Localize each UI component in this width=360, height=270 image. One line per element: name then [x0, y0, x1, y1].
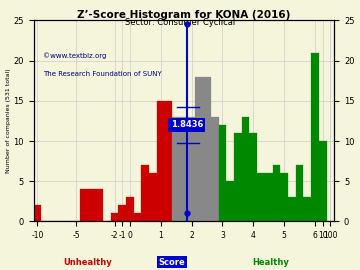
Text: ©www.textbiz.org: ©www.textbiz.org — [42, 53, 106, 59]
Title: Z’-Score Histogram for KONA (2016): Z’-Score Histogram for KONA (2016) — [77, 10, 291, 20]
Text: Score: Score — [158, 258, 185, 266]
Bar — [118, 205, 126, 221]
Bar — [311, 53, 319, 221]
Bar — [219, 125, 226, 221]
Bar — [288, 197, 296, 221]
Text: The Research Foundation of SUNY: The Research Foundation of SUNY — [42, 71, 161, 77]
Bar — [180, 117, 188, 221]
Bar — [111, 213, 118, 221]
Bar — [195, 77, 203, 221]
Bar — [33, 205, 41, 221]
Bar — [165, 101, 172, 221]
Text: Unhealthy: Unhealthy — [63, 258, 112, 266]
Bar — [296, 165, 303, 221]
Bar — [242, 117, 249, 221]
Bar — [226, 181, 234, 221]
Y-axis label: Number of companies (531 total): Number of companies (531 total) — [5, 69, 10, 173]
Bar — [249, 133, 257, 221]
Bar — [234, 133, 242, 221]
Bar — [203, 77, 211, 221]
Text: Healthy: Healthy — [253, 258, 289, 266]
Bar — [141, 165, 149, 221]
Bar — [319, 141, 327, 221]
Bar — [273, 165, 280, 221]
Bar — [95, 189, 103, 221]
Bar — [149, 173, 157, 221]
Bar — [265, 173, 273, 221]
Bar — [87, 189, 95, 221]
Bar — [157, 101, 165, 221]
Bar — [257, 173, 265, 221]
Text: Sector: Consumer Cyclical: Sector: Consumer Cyclical — [125, 18, 235, 26]
Bar — [172, 117, 180, 221]
Text: 1.8436: 1.8436 — [171, 120, 203, 129]
Bar — [126, 197, 134, 221]
Bar — [211, 117, 219, 221]
Bar — [280, 173, 288, 221]
Bar — [303, 197, 311, 221]
Bar — [188, 117, 195, 221]
Bar — [134, 213, 141, 221]
Bar — [80, 189, 87, 221]
